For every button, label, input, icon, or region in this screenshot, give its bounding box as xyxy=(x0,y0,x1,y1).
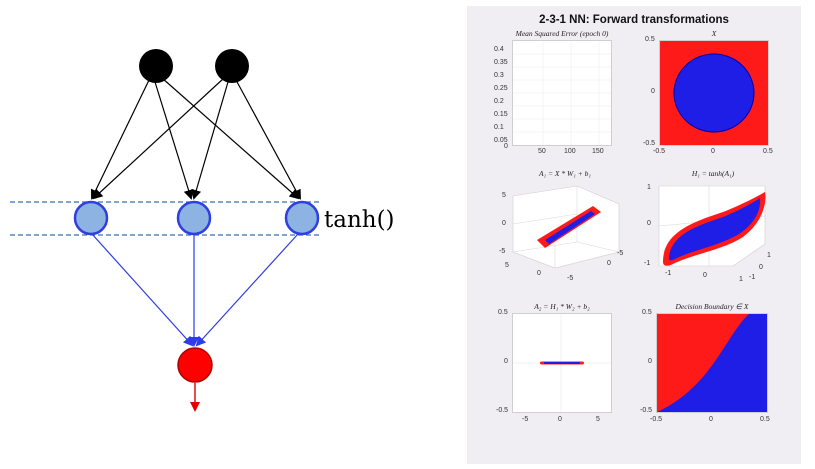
a1-ytick: 0 xyxy=(607,260,611,267)
mse-ytick: 0.35 xyxy=(494,59,508,66)
input-hidden-edges xyxy=(90,77,301,200)
db-xtick: 0.5 xyxy=(760,416,770,423)
a2-ytick: 0 xyxy=(504,358,508,365)
a1-ztick: 0 xyxy=(502,220,506,227)
panel-h1: H₁ = tanh(A₁) 1 0 -1 -1 0 1 1 0 -1 xyxy=(644,169,773,286)
db-xtick: -0.5 xyxy=(650,416,663,423)
a1-ztick: 5 xyxy=(502,192,506,199)
output-node xyxy=(177,347,213,383)
figure-title: 2-3-1 NN: Forward transformations xyxy=(539,14,729,26)
a2-xtick: 0 xyxy=(558,416,562,423)
x-ytick: -0.5 xyxy=(643,140,656,147)
db-ytick: 0.5 xyxy=(642,309,652,316)
x-scatter xyxy=(660,41,768,145)
h1-ytick: 0 xyxy=(759,264,763,271)
panel-mse-title: Mean Squared Error (epoch 0) xyxy=(515,29,609,38)
a1-ztick: -5 xyxy=(499,248,506,255)
h1-ztick: 0 xyxy=(647,220,651,227)
input-node-1 xyxy=(139,49,173,83)
a2-ytick: 0.5 xyxy=(498,309,508,316)
mse-ytick: 0.25 xyxy=(494,85,508,92)
x-axes xyxy=(659,40,769,146)
h1-ztick: 1 xyxy=(647,184,651,191)
hidden-node-1 xyxy=(73,200,109,236)
x-xtick: 0.5 xyxy=(763,148,773,155)
hidden-node-3 xyxy=(284,200,320,236)
hidden-output-edges xyxy=(91,233,299,347)
db-ytick: 0 xyxy=(648,358,652,365)
mse-ytick: 0.3 xyxy=(494,72,504,79)
panel-h1-title: H₁ = tanh(A₁) xyxy=(691,169,735,178)
panel-mse: Mean Squared Error (epoch 0) 0.4 0.35 0.… xyxy=(494,29,612,155)
a1-xtick: -5 xyxy=(567,275,574,282)
mse-xtick: 50 xyxy=(538,148,546,155)
mse-xtick: 150 xyxy=(592,148,604,155)
h1-3d-plot xyxy=(658,185,766,267)
a1-xtick: 5 xyxy=(505,262,509,269)
db-plot xyxy=(657,314,767,412)
mse-ytick: 0.2 xyxy=(494,98,504,105)
mse-ytick: 0.4 xyxy=(494,46,504,53)
figure-window: 2-3-1 NN: Forward transformations Mean S… xyxy=(467,6,801,464)
panel-a1-title: A₁ = X * W₁ + b₁ xyxy=(538,169,592,178)
db-ytick: -0.5 xyxy=(640,407,653,414)
db-xtick: 0 xyxy=(709,416,713,423)
h1-xtick: 1 xyxy=(739,276,743,283)
mse-axes xyxy=(512,40,612,146)
activation-label: tanh() xyxy=(324,207,395,233)
a2-xtick: -5 xyxy=(522,416,529,423)
h1-ztick: -1 xyxy=(644,260,651,267)
a1-3d-plot xyxy=(512,185,620,269)
mse-xtick: 100 xyxy=(564,148,576,155)
a2-xtick: 5 xyxy=(596,416,600,423)
a1-ytick: -5 xyxy=(617,250,624,257)
panel-a2: A₂ = H₁ * W₂ + b₂ 0.5 0 -0.5 -5 0 5 xyxy=(496,302,612,423)
panel-x: X 0.5 0 -0.5 -0.5 0 0.5 xyxy=(643,29,773,155)
panel-a1: A₁ = X * W₁ + b₁ 5 0 -5 5 0 -5 0 -5 xyxy=(499,169,624,286)
panel-a2-title: A₂ = H₁ * W₂ + b₂ xyxy=(534,302,590,311)
h1-xtick: 0 xyxy=(703,272,707,279)
panel-db: Decision Boundary ∈ X 0.5 0 -0.5 -0.5 0 … xyxy=(640,302,770,423)
mse-ytick: 0.05 xyxy=(494,137,508,144)
mse-ytick: 0.15 xyxy=(494,111,508,118)
a2-axes xyxy=(512,313,612,413)
x-ytick: 0 xyxy=(651,88,655,95)
panel-db-title: Decision Boundary ∈ X xyxy=(675,302,749,311)
h1-xtick: -1 xyxy=(665,270,672,277)
x-xtick: -0.5 xyxy=(653,148,666,155)
a1-xtick: 0 xyxy=(537,270,541,277)
h1-ytick: 1 xyxy=(767,252,771,259)
x-ytick: 0.5 xyxy=(645,36,655,43)
mse-ytick: 0.1 xyxy=(494,124,504,131)
h1-ytick: -1 xyxy=(749,274,756,281)
a2-plot xyxy=(513,314,611,412)
mse-grid xyxy=(513,41,611,145)
input-node-2 xyxy=(215,49,249,83)
panel-x-title: X xyxy=(711,29,717,38)
hidden-node-2 xyxy=(176,200,212,236)
x-xtick: 0 xyxy=(711,148,715,155)
db-axes xyxy=(656,313,768,413)
mse-ytick: 0 xyxy=(504,143,508,150)
network-diagram: tanh() xyxy=(10,49,395,412)
a2-ytick: -0.5 xyxy=(496,407,509,414)
